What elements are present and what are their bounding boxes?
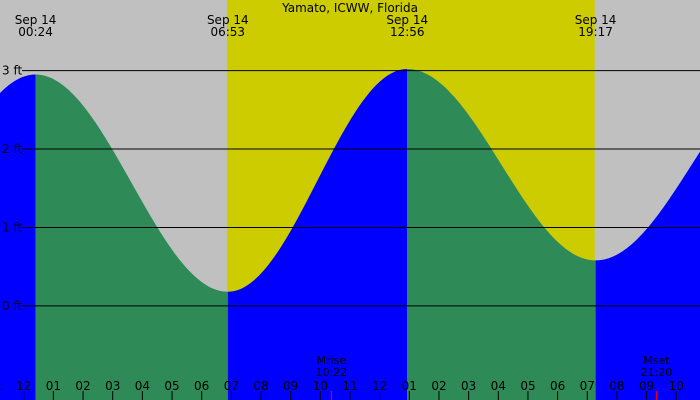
x-tick-label: 02 [75, 379, 90, 393]
x-tick-label: 01 [46, 379, 61, 393]
x-tick-label: 10 [313, 379, 328, 393]
moon-event-label: Mrise [317, 354, 347, 367]
y-tick-label: 1 ft [2, 220, 22, 234]
x-tick-label: 03 [105, 379, 120, 393]
y-tick-label: 2 ft [2, 142, 22, 156]
x-tick-label: 10 [669, 379, 684, 393]
rising-tide-segment [227, 69, 408, 400]
x-tick-label: 08 [253, 379, 268, 393]
x-tick-label: 03 [461, 379, 476, 393]
tide-fill-layer [0, 69, 700, 400]
falling-tide-segment [35, 74, 228, 400]
moon-event-time: 21:20 [641, 366, 673, 379]
y-tick-label: 3 ft [2, 64, 22, 78]
rising-tide-segment [0, 74, 36, 400]
tide-event-date: Sep 14 [15, 13, 57, 27]
moon-event-time: 10:22 [315, 366, 347, 379]
x-tick-label: 05 [520, 379, 535, 393]
x-tick-label: 07 [580, 379, 595, 393]
x-tick-label: 05 [164, 379, 179, 393]
x-tick-label: 06 [194, 379, 209, 393]
x-tick-label: 11 [0, 379, 2, 393]
moon-event-label: Mset [643, 354, 670, 367]
chart-title: Yamato, ICWW, Florida [281, 1, 418, 15]
tide-event-time: 00:24 [18, 25, 53, 39]
tide-event-time: 06:53 [210, 25, 245, 39]
rising-tide-segment [595, 151, 700, 400]
tide-event-date: Sep 14 [207, 13, 249, 27]
x-tick-label: 12 [16, 379, 31, 393]
x-tick-label: 06 [550, 379, 565, 393]
falling-tide-segment [407, 69, 596, 400]
x-tick-label: 02 [431, 379, 446, 393]
x-tick-label: 01 [402, 379, 417, 393]
x-tick-label: 12 [372, 379, 387, 393]
tide-event-time: 12:56 [390, 25, 425, 39]
label-layer: Yamato, ICWW, Florida 0 ft 1 ft 2 ft 3 ft Se… [0, 1, 684, 393]
tide-event-date: Sep 14 [386, 13, 428, 27]
x-tick-label: 04 [491, 379, 506, 393]
x-tick-label: 11 [342, 379, 357, 393]
y-tick-label: 0 ft [2, 299, 22, 313]
x-tick-label: 08 [609, 379, 624, 393]
x-tick-label: 04 [135, 379, 150, 393]
tide-event-date: Sep 14 [575, 13, 617, 27]
x-tick-label: 07 [224, 379, 239, 393]
x-tick-label: 09 [639, 379, 654, 393]
x-tick-label: 09 [283, 379, 298, 393]
gridline-layer [22, 70, 700, 400]
tide-event-time: 19:17 [578, 25, 613, 39]
